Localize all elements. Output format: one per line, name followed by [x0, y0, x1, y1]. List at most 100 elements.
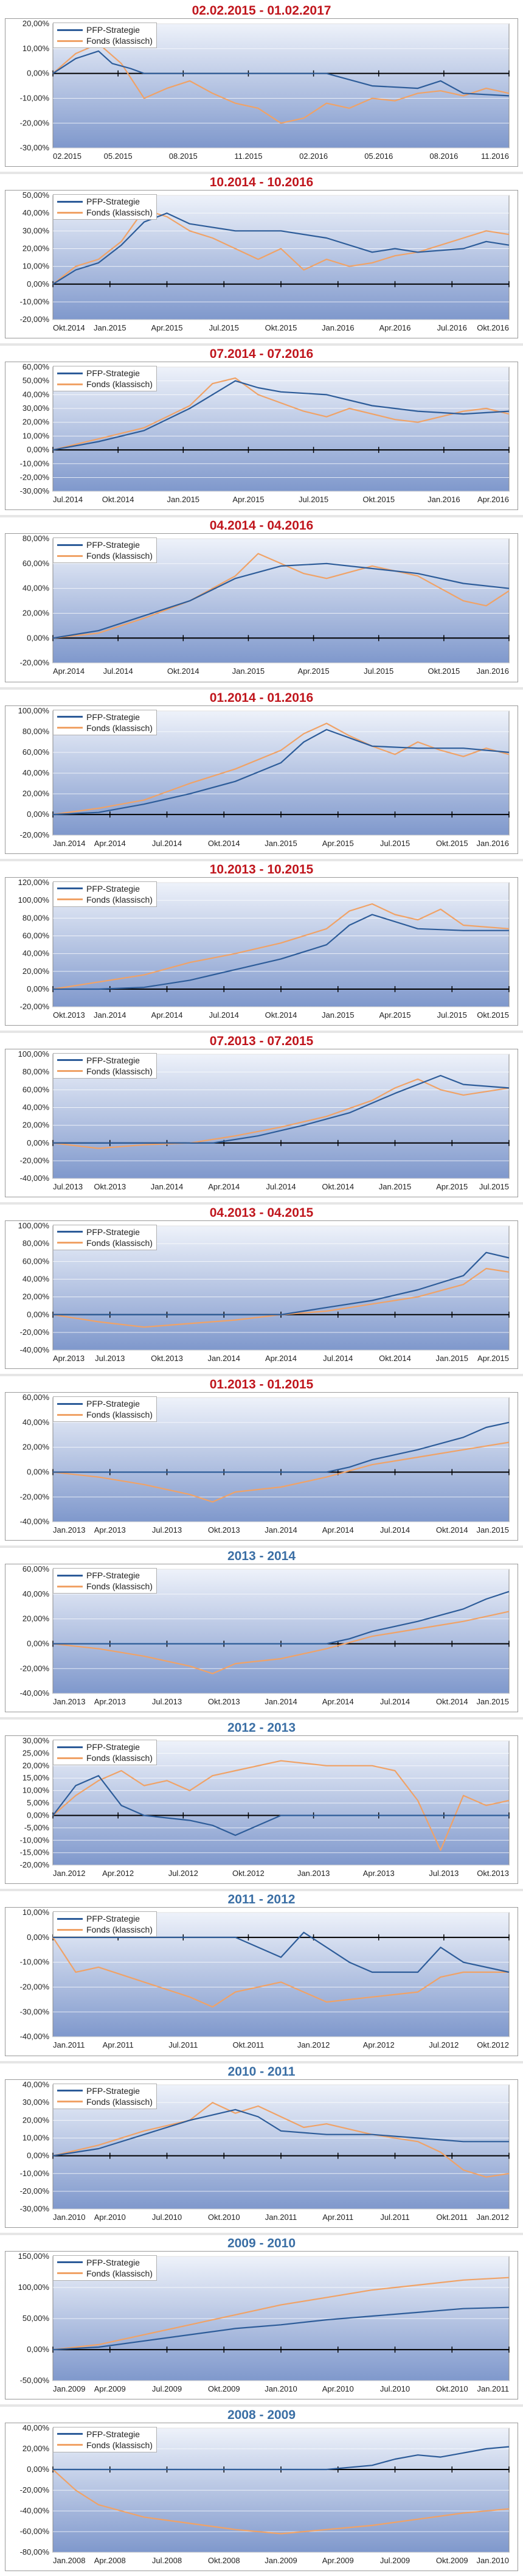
y-tick-label: -20,00% — [20, 1983, 50, 1992]
x-tick-label: Jan.2014 — [94, 1010, 126, 1020]
x-tick-label: Apr.2014 — [265, 1354, 297, 1363]
series-line-strategy — [52, 563, 510, 639]
x-tick-label: Apr.2015 — [298, 667, 330, 676]
legend: PFP-Strategie Fonds (klassisch) — [53, 366, 157, 392]
legend-entry: Fonds (klassisch) — [57, 35, 153, 46]
y-tick-label: 10,00% — [23, 2133, 50, 2142]
x-tick-label: Okt.2014 — [208, 839, 240, 848]
x-tick-label: Jul.2014 — [380, 1525, 410, 1535]
x-tick-label: Jan.2008 — [53, 2556, 86, 2565]
chart-title: 2011 - 2012 — [227, 1892, 296, 1907]
x-tick-label: Okt.2014 — [436, 1525, 468, 1535]
series-line-fund — [52, 2469, 510, 2535]
plot-frame: 50,00% 40,00% 30,00% 20,00% 10,00% 0,00% -10,0… — [5, 190, 518, 339]
y-tick-label: -20,00% — [20, 1156, 50, 1165]
x-tick-label: Apr.2014 — [322, 1525, 354, 1535]
y-tick-label: 0,00% — [27, 2465, 49, 2474]
chart-title: 10.2014 - 10.2016 — [209, 175, 314, 190]
y-tick-label: 40,00% — [23, 768, 50, 777]
legend-entry: Fonds (klassisch) — [57, 207, 153, 218]
y-tick-label: -30,00% — [20, 2007, 50, 2017]
chart-title: 2008 - 2009 — [227, 2407, 296, 2422]
y-tick-label: -10,00% — [20, 1836, 50, 1845]
y-tick-label: -20,00% — [20, 659, 50, 668]
y-tick-label: 50,00% — [23, 376, 50, 385]
x-tick-label: Okt.2011 — [233, 2041, 265, 2050]
legend-swatch — [57, 1585, 83, 1587]
plot-frame: 10,00% 0,00% -10,00% -20,00% -30,00% -40,00% J… — [5, 1907, 518, 2056]
legend-label: Fonds (klassisch) — [86, 1925, 153, 1935]
y-tick-label: -40,00% — [20, 1174, 50, 1183]
x-tick-label: 08.2016 — [429, 152, 458, 161]
legend: PFP-Strategie Fonds (klassisch) — [53, 1396, 157, 1423]
chart-panel: 07.2014 - 07.2016 60,00% 50,00% 40,00% 30,00… — [0, 343, 523, 515]
x-tick-label: Jul.2014 — [152, 839, 182, 848]
x-tick-label: Jan.2011 — [477, 2384, 509, 2393]
x-tick-label: Jul.2015 — [380, 839, 410, 848]
x-tick-label: Jul.2012 — [168, 1869, 198, 1878]
y-tick-label: 0,00% — [27, 445, 49, 454]
legend-label: Fonds (klassisch) — [86, 36, 153, 46]
y-tick-label: -40,00% — [20, 1517, 50, 1526]
x-tick-label: Apr.2009 — [94, 2384, 126, 2393]
y-tick-label: -40,00% — [20, 2506, 50, 2515]
x-tick-label: Jan.2015 — [436, 1354, 469, 1363]
x-tick-label: Jul.2010 — [380, 2384, 410, 2393]
legend-swatch — [57, 2101, 83, 2103]
legend-swatch — [57, 2261, 83, 2264]
legend-label: Fonds (klassisch) — [86, 2268, 153, 2278]
plot-frame: 80,00% 60,00% 40,00% 20,00% 0,00% -20,00% Apr.… — [5, 533, 518, 682]
legend-entry: PFP-Strategie — [57, 2429, 153, 2440]
y-tick-label: -20,00% — [20, 2485, 50, 2494]
y-tick-label: -30,00% — [20, 143, 50, 152]
legend-label: PFP-Strategie — [86, 2257, 140, 2267]
y-tick-label: 50,00% — [23, 191, 50, 200]
x-tick-label: Apr.2013 — [94, 1697, 126, 1706]
x-tick-label: Jan.2009 — [53, 2384, 86, 2393]
chart-title: 01.2013 - 01.2015 — [209, 1377, 314, 1392]
x-tick-label: Jan.2014 — [53, 839, 86, 848]
legend-label: PFP-Strategie — [86, 1227, 140, 1237]
chart-title: 2012 - 2013 — [227, 1721, 296, 1735]
legend: PFP-Strategie Fonds (klassisch) — [53, 1052, 157, 1079]
y-tick-label: 20,00% — [23, 1443, 50, 1452]
x-tick-label: Jul.2014 — [323, 1354, 353, 1363]
y-tick-label: 20,00% — [23, 789, 50, 798]
legend: PFP-Strategie Fonds (klassisch) — [53, 23, 157, 48]
legend-entry: PFP-Strategie — [57, 712, 153, 723]
y-tick-label: 60,00% — [23, 1085, 50, 1094]
legend-swatch — [57, 1402, 83, 1405]
x-tick-label: Jul.2013 — [152, 1697, 182, 1706]
x-tick-label: Jan.2013 — [53, 1697, 86, 1706]
series-line-fund — [52, 1760, 510, 1852]
x-tick-label: Jul.2014 — [103, 667, 133, 676]
y-tick-label: 20,00% — [23, 1761, 50, 1770]
x-tick-label: Okt.2013 — [53, 1010, 85, 1020]
x-tick-label: Jul.2014 — [380, 1697, 410, 1706]
x-tick-label: Jan.2010 — [477, 2556, 510, 2565]
series-line-strategy — [52, 50, 510, 97]
series-line-strategy — [53, 1932, 510, 1973]
legend-label: PFP-Strategie — [86, 883, 140, 894]
y-tick-label: -20,00% — [20, 1492, 50, 1501]
legend-label: Fonds (klassisch) — [86, 723, 153, 733]
x-tick-label: Jan.2016 — [322, 323, 355, 332]
x-tick-label: Apr.2014 — [322, 1697, 354, 1706]
chart-panel: 2011 - 2012 10,00% 0,00% -10,00% -20,00% -30,… — [0, 1889, 523, 2060]
legend-entry: PFP-Strategie — [57, 24, 153, 35]
y-tick-label: 20,00% — [23, 966, 50, 975]
legend-entry: PFP-Strategie — [57, 1570, 153, 1581]
x-tick-label: Apr.2012 — [363, 2041, 395, 2050]
legend-label: PFP-Strategie — [86, 1914, 140, 1924]
legend: PFP-Strategie Fonds (klassisch) — [53, 1911, 157, 1937]
y-tick-label: -10,00% — [20, 297, 50, 306]
x-tick-label: Okt.2014 — [265, 1010, 297, 1020]
chart-title: 07.2014 - 07.2016 — [209, 347, 314, 362]
legend-swatch — [57, 40, 83, 42]
y-tick-label: 40,00% — [23, 2423, 50, 2432]
legend-label: PFP-Strategie — [86, 1399, 140, 1409]
x-tick-label: Okt.2010 — [208, 2213, 240, 2222]
x-tick-label: Jan.2015 — [379, 1182, 412, 1191]
plot-frame: 60,00% 40,00% 20,00% 0,00% -20,00% -40,00% Jan… — [5, 1564, 518, 1713]
y-tick-label: 0,00% — [27, 984, 49, 993]
